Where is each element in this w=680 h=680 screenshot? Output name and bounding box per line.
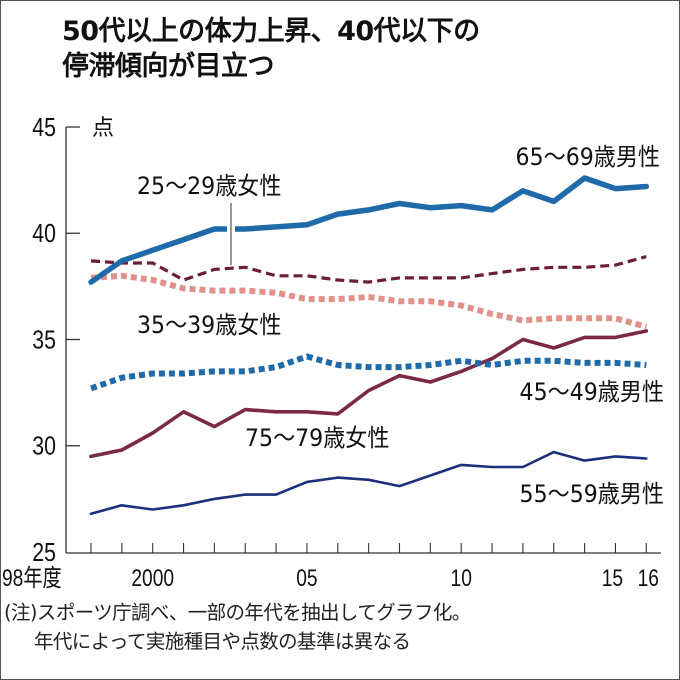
series-label-2: 35〜39歳女性 bbox=[137, 312, 281, 339]
footnote: (注)スポーツ庁調べ、一部の年代を抽出してグラフ化。 年代によって実施種目や点数… bbox=[4, 598, 471, 656]
x-tick-label: 16 bbox=[638, 564, 659, 592]
series-label-3: 45〜49歳男性 bbox=[520, 379, 664, 406]
y-tick-label: 35 bbox=[32, 326, 56, 356]
series-line-3 bbox=[90, 353, 647, 392]
y-tick-label: 45 bbox=[32, 113, 56, 143]
series-label-0: 65〜69歳男性 bbox=[516, 144, 660, 171]
series-label-1: 25〜29歳女性 bbox=[137, 173, 281, 200]
labels-layer: 65〜69歳男性 25〜29歳女性 35〜39歳女性 45〜49歳男性 75〜79歳女性… bbox=[137, 144, 664, 508]
series-line-5 bbox=[89, 450, 648, 516]
y-tick-label: 25 bbox=[32, 538, 56, 568]
series-layer bbox=[88, 175, 650, 516]
line-chart: 45 40 35 30 25 点 98年度 2000 05 10 15 16 65〜69歳男性 25〜2… bbox=[2, 113, 664, 592]
footnote-line2: 年代によって実施種目や点数の基準は異なる bbox=[34, 630, 411, 653]
y-axis-unit-label: 点 bbox=[92, 116, 114, 141]
y-tick-label: 30 bbox=[32, 432, 56, 462]
x-tick-label: 10 bbox=[451, 564, 472, 592]
x-tick-label: 98年度 bbox=[2, 564, 62, 592]
chart-title-line1: 50代以上の体力上昇、40代以下の bbox=[62, 16, 480, 47]
y-tick-label: 40 bbox=[32, 219, 56, 249]
series-label-5: 55〜59歳男性 bbox=[520, 481, 664, 508]
chart-title: 50代以上の体力上昇、40代以下の 停滞傾向が目立つ bbox=[62, 14, 480, 84]
chart-title-line2: 停滞傾向が目立つ bbox=[62, 51, 274, 82]
series-line-4 bbox=[89, 329, 649, 459]
series-line-2 bbox=[90, 272, 648, 330]
axes: 45 40 35 30 25 点 98年度 2000 05 10 15 16 bbox=[2, 113, 661, 592]
x-tick-label: 15 bbox=[602, 564, 623, 592]
footnote-line1: (注)スポーツ庁調べ、一部の年代を抽出してグラフ化。 bbox=[4, 601, 471, 624]
x-tick-label: 05 bbox=[296, 564, 317, 592]
series-label-4: 75〜79歳女性 bbox=[245, 425, 389, 452]
series-line-1 bbox=[90, 255, 647, 284]
series-line-0 bbox=[88, 175, 650, 285]
x-tick-label: 2000 bbox=[131, 564, 174, 592]
